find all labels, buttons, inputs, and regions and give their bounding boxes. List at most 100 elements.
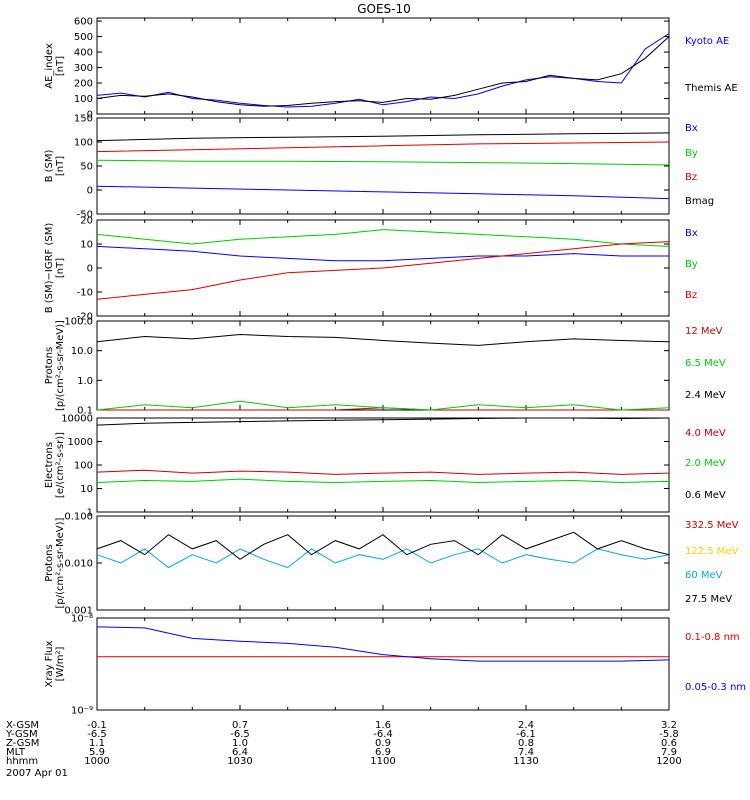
- legend-ae-0: Kyoto AE: [685, 36, 729, 47]
- xaxis-value-4-3: 1130: [513, 756, 538, 767]
- legend-protons2-2: 60 MeV: [685, 570, 723, 581]
- ylabel-protons1-0: Protons: [44, 347, 55, 384]
- xaxis-value-0-0: -0.1: [87, 720, 107, 731]
- ylabel-ae-0: AE_index: [44, 43, 55, 89]
- ylabel-protons1-1: [p/(cm²-s-sr-MeV)]: [55, 320, 66, 411]
- ylabel-bsm-0: B (SM): [44, 149, 55, 182]
- xaxis-row-label-1: Y-GSM: [5, 729, 38, 740]
- ylabel-electrons-1: [e/(cm²-s-sr)]: [55, 432, 66, 498]
- xaxis-value-3-2: 6.9: [375, 747, 391, 758]
- legend-protons2-0: 332.5 MeV: [685, 520, 739, 531]
- ytick-label-protons2-2: 0.100: [64, 512, 93, 523]
- xaxis-row-label-4: hhmm: [6, 756, 38, 767]
- xaxis-value-1-4: -5.8: [659, 729, 679, 740]
- legend-protons1-2: 2.4 MeV: [685, 390, 726, 401]
- series-line-electrons-1: [96, 478, 670, 484]
- ytick-label-xray-0: 10⁻⁹: [71, 706, 93, 717]
- xaxis-value-4-0: 1000: [84, 756, 109, 767]
- xaxis-value-1-2: -6.4: [373, 729, 393, 740]
- ytick-label-electrons-4: 10000: [61, 414, 93, 425]
- ytick-label-ae-5: 500: [74, 32, 93, 43]
- series-line-bsm-3: [96, 132, 670, 142]
- xaxis-value-2-4: 0.6: [661, 738, 677, 749]
- panel-frame-ae: [96, 17, 670, 115]
- xaxis-value-3-4: 7.9: [661, 747, 677, 758]
- ytick-label-protons1-1: 1.0: [77, 376, 93, 387]
- legend-bdiff-2: Bz: [685, 290, 697, 301]
- legend-electrons-1: 2.0 MeV: [685, 458, 726, 469]
- legend-electrons-0: 4.0 MeV: [685, 428, 726, 439]
- ytick-label-bsm-1: 0: [87, 186, 93, 197]
- ytick-label-protons2-0: 0.001: [64, 606, 93, 617]
- ytick-label-bsm-4: 150: [74, 114, 93, 125]
- ytick-label-protons1-0: 0.1: [77, 406, 93, 417]
- series-line-bsm-1: [96, 159, 670, 166]
- series-line-protons1-1: [96, 400, 670, 411]
- ytick-label-ae-2: 200: [74, 79, 93, 90]
- ylabel-protons2-0: Protons: [44, 544, 55, 581]
- series-line-bsm-2: [96, 141, 670, 153]
- ytick-label-protons1-2: 10.0: [71, 346, 93, 357]
- panel-frame-electrons: [96, 417, 670, 513]
- series-line-xray-1: [96, 626, 670, 662]
- ytick-label-bsm-0: -50: [77, 210, 93, 221]
- series-line-bdiff-0: [96, 245, 669, 262]
- xaxis-value-4-2: 1100: [370, 756, 395, 767]
- ytick-label-electrons-1: 10: [80, 484, 93, 495]
- ytick-label-electrons-3: 1000: [68, 437, 93, 448]
- xaxis-value-3-3: 7.4: [518, 747, 534, 758]
- series-line-electrons-0: [96, 469, 670, 475]
- xaxis-value-0-1: 0.7: [232, 720, 248, 731]
- date-label: 2007 Apr 01: [6, 768, 68, 779]
- ytick-label-electrons-0: 1: [87, 508, 93, 519]
- xaxis-value-2-2: 0.9: [375, 738, 391, 749]
- ytick-label-xray-1: 10⁻⁸: [71, 614, 93, 625]
- series-line-electrons-2: [96, 417, 670, 426]
- ytick-label-protons2-1: 0.010: [64, 559, 93, 570]
- series-line-protons2-3: [96, 531, 670, 560]
- ytick-label-ae-4: 400: [74, 48, 93, 59]
- series-line-bdiff-1: [96, 229, 670, 247]
- ytick-label-ae-0: 0: [87, 110, 93, 121]
- ytick-label-bsm-3: 100: [74, 138, 93, 149]
- xaxis-row-label-3: MLT: [6, 747, 26, 758]
- legend-protons2-1: 122.5 MeV: [685, 546, 739, 557]
- legend-electrons-2: 0.6 MeV: [685, 490, 726, 501]
- ytick-label-electrons-2: 100: [74, 461, 93, 472]
- legend-bdiff-0: Bx: [685, 228, 698, 239]
- ytick-label-bdiff-0: -20: [77, 312, 93, 323]
- ylabel-xray-1: [W/m²]: [55, 646, 66, 681]
- xaxis-value-4-4: 1200: [656, 756, 681, 767]
- legend-bdiff-1: By: [685, 259, 698, 270]
- ytick-label-ae-1: 100: [74, 94, 93, 105]
- ytick-label-protons1-3: 100.0: [64, 317, 93, 328]
- xaxis-value-1-3: -6.1: [516, 729, 536, 740]
- legend-xray-0: 0.1-0.8 nm: [685, 632, 740, 643]
- legend-bsm-3: Bmag: [685, 196, 714, 207]
- xaxis-value-2-3: 0.8: [518, 738, 534, 749]
- legend-protons1-0: 12 MeV: [685, 326, 723, 337]
- figure-title: GOES-10: [357, 2, 411, 16]
- xaxis-value-2-0: 1.1: [89, 738, 105, 749]
- xaxis-value-3-1: 6.4: [232, 747, 248, 758]
- series-line-bdiff-2: [96, 241, 670, 300]
- legend-bsm-1: By: [685, 148, 698, 159]
- panel-frame-bsm: [96, 117, 670, 215]
- panel-frame-xray: [96, 617, 670, 711]
- xaxis-row-label-2: Z-GSM: [6, 738, 39, 749]
- ylabel-bsm-1: [nT]: [55, 156, 66, 176]
- ylabel-protons2-1: [p/(cm²-s-sr-MeV)]: [55, 517, 66, 608]
- xaxis-value-0-2: 1.6: [375, 720, 391, 731]
- panel-frame-protons1: [96, 320, 670, 411]
- series-line-ae-1: [96, 36, 670, 107]
- series-line-protons1-2: [96, 333, 670, 346]
- ytick-label-bdiff-4: 20: [80, 216, 93, 227]
- xaxis-value-1-1: -6.5: [230, 729, 250, 740]
- ylabel-ae-1: [nT]: [55, 56, 66, 76]
- ytick-label-bdiff-1: -10: [77, 288, 93, 299]
- xaxis-value-1-0: -6.5: [87, 729, 107, 740]
- xaxis-row-label-0: X-GSM: [6, 720, 39, 731]
- legend-bsm-2: Bz: [685, 172, 697, 183]
- ylabel-xray-0: Xray Flux: [44, 640, 55, 687]
